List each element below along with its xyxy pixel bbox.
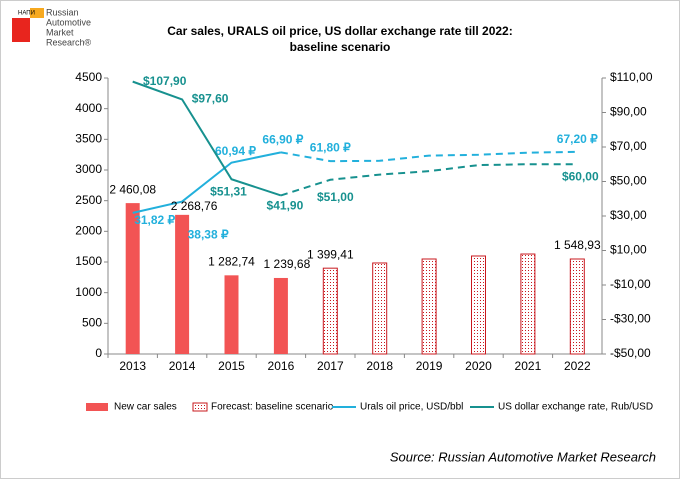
x-tick-label: 2021 bbox=[515, 359, 542, 373]
y2-tick-label: $70,00 bbox=[610, 139, 647, 153]
y2-tick-label: -$10,00 bbox=[610, 277, 651, 291]
forecast-bar bbox=[471, 255, 486, 355]
data-label: 2 460,08 bbox=[109, 182, 156, 196]
data-label: 1 548,93 bbox=[554, 238, 601, 252]
x-tick-label: 2019 bbox=[416, 359, 443, 373]
y-tick-label: 0 bbox=[95, 346, 102, 360]
data-label: 60,94 ₽ bbox=[215, 144, 256, 158]
logo-square bbox=[30, 8, 44, 18]
legend-label: US dollar exchange rate, Rub/USD bbox=[498, 402, 653, 413]
legend-swatch bbox=[192, 402, 208, 412]
data-label: 2 268,76 bbox=[171, 199, 218, 213]
bar bbox=[175, 214, 190, 354]
forecast-bar bbox=[520, 253, 536, 355]
y-tick-label: 3500 bbox=[75, 132, 102, 146]
data-label: 61,80 ₽ bbox=[310, 140, 351, 154]
x-tick-label: 2015 bbox=[218, 359, 245, 373]
x-tick-label: 2020 bbox=[465, 359, 492, 373]
bar bbox=[273, 277, 288, 354]
data-label: $107,90 bbox=[143, 74, 187, 88]
data-label: $51,00 bbox=[317, 190, 354, 204]
data-label: $60,00 bbox=[562, 169, 599, 183]
forecast-line bbox=[280, 150, 578, 163]
x-tick-label: 2018 bbox=[366, 359, 393, 373]
line bbox=[132, 151, 282, 214]
data-label: $51,31 bbox=[210, 184, 247, 198]
x-tick-label: 2016 bbox=[268, 359, 295, 373]
y2-tick-label: $10,00 bbox=[610, 243, 647, 257]
y-tick-label: 2000 bbox=[75, 224, 102, 238]
chart-title: baseline scenario bbox=[290, 40, 391, 54]
y2-tick-label: $50,00 bbox=[610, 174, 647, 188]
bar bbox=[224, 275, 239, 354]
x-tick-label: 2017 bbox=[317, 359, 344, 373]
line bbox=[132, 80, 282, 197]
data-label: 38,38 ₽ bbox=[188, 228, 229, 242]
source: Source: Russian Automotive Market Resear… bbox=[390, 449, 656, 464]
data-label: 31,82 ₽ bbox=[134, 213, 175, 227]
logo-text: Market bbox=[46, 27, 74, 37]
data-label: $41,90 bbox=[267, 199, 304, 213]
chart-title: Car sales, URALS oil price, US dollar ex… bbox=[167, 24, 512, 38]
y-tick-label: 500 bbox=[82, 316, 102, 330]
legend-label: Urals oil price, USD/bbl bbox=[360, 402, 463, 413]
y-tick-label: 4000 bbox=[75, 101, 102, 115]
logo-text: Russian bbox=[46, 7, 79, 17]
bar bbox=[125, 203, 140, 354]
y-tick-label: 1000 bbox=[75, 285, 102, 299]
legend-swatch bbox=[86, 403, 108, 411]
logo-square bbox=[12, 18, 30, 42]
y2-tick-label: -$30,00 bbox=[610, 312, 651, 326]
forecast-line bbox=[280, 163, 578, 197]
data-label: 67,20 ₽ bbox=[557, 132, 598, 146]
y2-tick-label: $90,00 bbox=[610, 105, 647, 119]
y2-tick-label: -$50,00 bbox=[610, 346, 651, 360]
y-tick-label: 2500 bbox=[75, 193, 102, 207]
data-label: 1 239,68 bbox=[264, 257, 311, 271]
forecast-bar bbox=[421, 258, 437, 355]
y-tick-label: 4500 bbox=[75, 70, 102, 84]
legend-label: Forecast: baseline scenario bbox=[211, 402, 334, 413]
legend-label: New car sales bbox=[114, 402, 177, 413]
data-label: $97,60 bbox=[192, 92, 229, 106]
data-label: 66,90 ₽ bbox=[262, 133, 303, 147]
x-tick-label: 2014 bbox=[169, 359, 196, 373]
x-tick-label: 2022 bbox=[564, 359, 591, 373]
logo-text: Automotive bbox=[46, 17, 91, 27]
forecast-bar bbox=[372, 262, 388, 355]
forecast-bar bbox=[569, 258, 585, 355]
data-label: 1 282,74 bbox=[208, 254, 255, 268]
y2-tick-label: $110,00 bbox=[610, 70, 653, 84]
data-label: 1 399,41 bbox=[307, 247, 354, 261]
y-tick-label: 1500 bbox=[75, 254, 102, 268]
forecast-bar bbox=[322, 267, 338, 355]
logo-abbr: НАПИ bbox=[18, 11, 35, 17]
y2-tick-label: $30,00 bbox=[610, 208, 647, 222]
x-tick-label: 2013 bbox=[119, 359, 146, 373]
y-tick-label: 3000 bbox=[75, 162, 102, 176]
logo-text: Research® bbox=[46, 37, 92, 47]
